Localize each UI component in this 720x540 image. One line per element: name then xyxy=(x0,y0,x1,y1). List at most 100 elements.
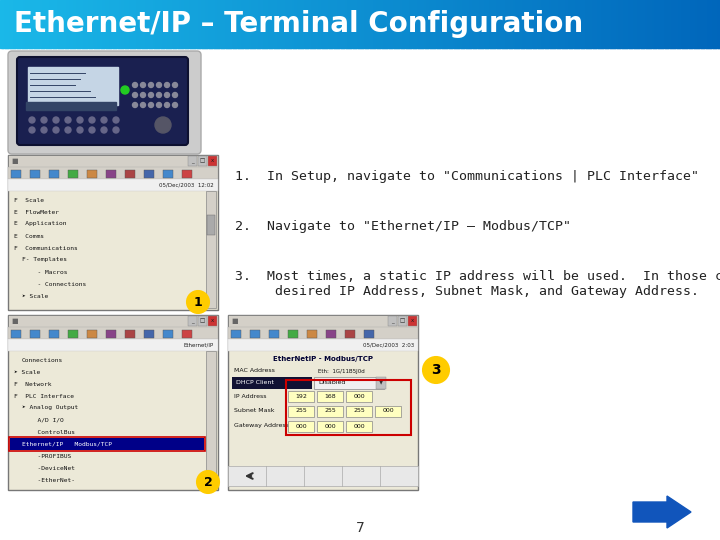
Bar xyxy=(614,0,618,48)
Bar xyxy=(269,330,279,338)
Circle shape xyxy=(148,103,153,107)
Text: ControlBus: ControlBus xyxy=(30,429,75,435)
Bar xyxy=(8,339,218,351)
Bar xyxy=(211,0,215,48)
Text: F  Network: F Network xyxy=(14,381,52,387)
Bar xyxy=(353,0,356,48)
Bar xyxy=(398,316,407,326)
Bar xyxy=(30,330,40,338)
Bar xyxy=(221,0,224,48)
Bar xyxy=(413,0,416,48)
Bar xyxy=(117,0,121,48)
Bar xyxy=(115,0,119,48)
Bar xyxy=(545,0,548,48)
Bar xyxy=(48,0,51,48)
Bar xyxy=(394,0,397,48)
Bar xyxy=(346,406,372,417)
Bar xyxy=(372,0,375,48)
Bar xyxy=(590,0,594,48)
Bar xyxy=(34,0,37,48)
Bar xyxy=(74,0,78,48)
Circle shape xyxy=(140,83,145,87)
Bar xyxy=(180,0,184,48)
Bar xyxy=(598,0,601,48)
Bar xyxy=(571,0,575,48)
Circle shape xyxy=(156,103,161,107)
Bar xyxy=(207,0,210,48)
Bar xyxy=(686,0,690,48)
Bar xyxy=(375,406,401,417)
Bar xyxy=(360,0,364,48)
Bar xyxy=(345,330,355,338)
Bar xyxy=(595,0,598,48)
Bar xyxy=(317,421,343,432)
Bar xyxy=(31,0,35,48)
Text: x: x xyxy=(211,159,214,164)
Text: 000: 000 xyxy=(354,423,365,429)
Bar xyxy=(490,0,493,48)
Bar xyxy=(650,0,654,48)
Bar xyxy=(8,327,218,339)
Circle shape xyxy=(164,83,169,87)
Bar xyxy=(67,0,71,48)
Bar xyxy=(511,0,515,48)
Circle shape xyxy=(53,127,59,133)
Bar xyxy=(583,0,587,48)
Bar xyxy=(28,67,118,105)
Bar xyxy=(441,0,445,48)
Bar xyxy=(348,0,351,48)
Bar xyxy=(405,0,409,48)
Bar xyxy=(559,0,562,48)
Text: 7: 7 xyxy=(356,521,364,535)
Bar xyxy=(228,315,418,490)
Bar xyxy=(276,0,279,48)
Bar xyxy=(14,0,18,48)
Bar xyxy=(101,0,104,48)
Bar xyxy=(235,0,238,48)
Bar xyxy=(8,155,218,310)
Text: 000: 000 xyxy=(354,394,365,399)
Bar xyxy=(206,351,216,488)
Bar xyxy=(247,0,251,48)
Circle shape xyxy=(65,127,71,133)
Bar xyxy=(449,0,452,48)
Bar xyxy=(223,0,227,48)
Bar xyxy=(672,0,675,48)
Text: A/D I/O: A/D I/O xyxy=(30,417,64,422)
Text: 3.  Most times, a static IP address will be used.  In those cases, enter the: 3. Most times, a static IP address will … xyxy=(235,270,720,283)
Bar xyxy=(364,330,374,338)
Bar xyxy=(9,0,13,48)
Circle shape xyxy=(89,117,95,123)
Bar xyxy=(675,0,678,48)
Bar xyxy=(228,327,418,339)
Bar xyxy=(252,0,256,48)
Text: Ethernet/IP – Terminal Configuration: Ethernet/IP – Terminal Configuration xyxy=(14,10,583,38)
Circle shape xyxy=(140,103,145,107)
Bar xyxy=(214,0,217,48)
Bar xyxy=(5,0,8,48)
Bar xyxy=(173,0,176,48)
Bar xyxy=(701,0,704,48)
Text: F  Scale: F Scale xyxy=(14,198,44,202)
Circle shape xyxy=(77,117,83,123)
Circle shape xyxy=(41,127,47,133)
Circle shape xyxy=(164,92,169,98)
Text: - Macros: - Macros xyxy=(30,269,68,274)
Circle shape xyxy=(101,127,107,133)
Bar xyxy=(198,316,207,326)
Bar xyxy=(122,0,126,48)
Bar xyxy=(418,0,421,48)
Bar xyxy=(475,0,479,48)
Bar xyxy=(38,0,42,48)
Bar xyxy=(499,0,503,48)
Text: x: x xyxy=(211,319,214,323)
Text: ➤ Analog Output: ➤ Analog Output xyxy=(22,406,78,410)
Text: ■: ■ xyxy=(11,158,17,164)
Circle shape xyxy=(132,92,138,98)
Bar xyxy=(161,0,164,48)
Bar xyxy=(485,0,488,48)
Bar xyxy=(670,0,673,48)
Bar xyxy=(540,0,544,48)
Bar xyxy=(612,0,616,48)
Bar xyxy=(326,330,336,338)
